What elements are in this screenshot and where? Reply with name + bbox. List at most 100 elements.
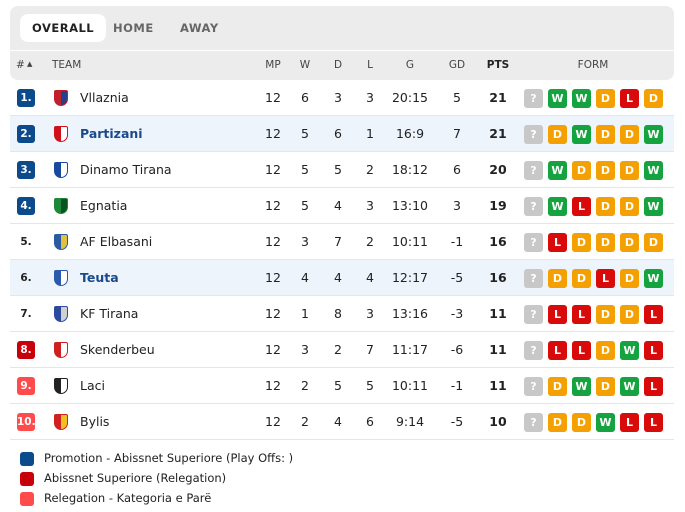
team-logo xyxy=(54,414,68,430)
form-badge[interactable]: D xyxy=(596,341,615,360)
form-badge[interactable]: D xyxy=(596,305,615,324)
form-badge[interactable]: W xyxy=(644,269,663,288)
form-badge[interactable]: ? xyxy=(524,269,543,288)
table-row[interactable]: 7. KF Tirana 12 1 8 3 13:16 -3 11? L L D D L xyxy=(10,296,674,332)
form-badge[interactable]: L xyxy=(620,89,639,108)
draws: 2 xyxy=(334,342,342,357)
form-badge[interactable]: D xyxy=(620,161,639,180)
legend-swatch xyxy=(20,472,34,486)
form-badge[interactable]: D xyxy=(572,413,591,432)
form-badge[interactable]: L xyxy=(644,413,663,432)
draws: 8 xyxy=(334,306,342,321)
form-badge[interactable]: D xyxy=(596,89,615,108)
table-row[interactable]: 6. Teuta 12 4 4 4 12:17 -5 16? D D L D W xyxy=(10,260,674,296)
form-badge[interactable]: L xyxy=(644,305,663,324)
table-row[interactable]: 10. Bylis 12 2 4 6 9:14 -5 10? D D W L L xyxy=(10,404,674,440)
form-badge[interactable]: D xyxy=(596,233,615,252)
form-badge[interactable]: D xyxy=(644,89,663,108)
table-row[interactable]: 3. Dinamo Tirana 12 5 5 2 18:12 6 20? W D D… xyxy=(10,152,674,188)
team-name[interactable]: Vllaznia xyxy=(80,90,129,105)
tab-home[interactable]: HOME xyxy=(113,21,154,35)
tab-overall[interactable]: OVERALL xyxy=(20,14,107,42)
form-badge[interactable]: W xyxy=(548,89,567,108)
form-badge[interactable]: ? xyxy=(524,305,543,324)
table-row[interactable]: 9. Laci 12 2 5 5 10:11 -1 11? D W D W L xyxy=(10,368,674,404)
form-badge[interactable]: W xyxy=(644,125,663,144)
form-badge[interactable]: D xyxy=(620,125,639,144)
goals: 10:11 xyxy=(391,378,429,393)
form-badge[interactable]: ? xyxy=(524,233,543,252)
form-badge[interactable]: D xyxy=(596,161,615,180)
form-badge[interactable]: W xyxy=(620,377,639,396)
form-badge[interactable]: D xyxy=(548,125,567,144)
form-badge[interactable]: D xyxy=(572,233,591,252)
form-badge[interactable]: W xyxy=(572,125,591,144)
form-badge[interactable]: D xyxy=(596,377,615,396)
form-badge[interactable]: ? xyxy=(524,197,543,216)
losses: 3 xyxy=(366,306,374,321)
form-badge[interactable]: D xyxy=(644,233,663,252)
form-badge[interactable]: W xyxy=(596,413,615,432)
form-badge[interactable]: D xyxy=(620,305,639,324)
team-logo xyxy=(54,162,68,178)
form-badge[interactable]: ? xyxy=(524,125,543,144)
form-badge[interactable]: D xyxy=(548,413,567,432)
wins: 1 xyxy=(301,306,309,321)
form-badge[interactable]: W xyxy=(644,161,663,180)
form-badge[interactable]: W xyxy=(548,197,567,216)
points: 20 xyxy=(489,162,507,177)
sort-ascending-icon[interactable]: ▲ xyxy=(27,60,33,68)
team-name[interactable]: Dinamo Tirana xyxy=(80,162,172,177)
team-name[interactable]: KF Tirana xyxy=(80,306,139,321)
form-badge[interactable]: D xyxy=(572,161,591,180)
team-name[interactable]: Egnatia xyxy=(80,198,128,213)
team-logo xyxy=(54,378,68,394)
form-badge[interactable]: L xyxy=(596,269,615,288)
form-badge[interactable]: D xyxy=(548,377,567,396)
pts-header: PTS xyxy=(486,59,510,71)
form-badge[interactable]: D xyxy=(620,269,639,288)
table-row[interactable]: 1. Vllaznia 12 6 3 3 20:15 5 21? W W D L D xyxy=(10,80,674,116)
table-row[interactable]: 5. AF Elbasani 12 3 7 2 10:11 -1 16? L D D D… xyxy=(10,224,674,260)
tab-away[interactable]: AWAY xyxy=(180,21,219,35)
form-badge[interactable]: D xyxy=(620,197,639,216)
table-row[interactable]: 2. Partizani 12 5 6 1 16:9 7 21? D W D D W xyxy=(10,116,674,152)
goal-difference: 7 xyxy=(453,126,461,141)
table-row[interactable]: 4. Egnatia 12 5 4 3 13:10 3 19? W L D D W xyxy=(10,188,674,224)
team-name[interactable]: Laci xyxy=(80,378,105,393)
form-badge[interactable]: L xyxy=(548,305,567,324)
form-badge[interactable]: W xyxy=(572,377,591,396)
form-badge[interactable]: W xyxy=(572,89,591,108)
table-row[interactable]: 8. Skenderbeu 12 3 2 7 11:17 -6 11? L L D W L xyxy=(10,332,674,368)
rank-header[interactable]: # xyxy=(16,59,25,71)
form-badge[interactable]: ? xyxy=(524,89,543,108)
form-badge[interactable]: W xyxy=(620,341,639,360)
form-badge[interactable]: ? xyxy=(524,413,543,432)
form-badge[interactable]: L xyxy=(572,197,591,216)
form-badge[interactable]: L xyxy=(620,413,639,432)
team-name[interactable]: Partizani xyxy=(80,126,143,141)
form-badge[interactable]: ? xyxy=(524,341,543,360)
team-name[interactable]: Bylis xyxy=(80,414,110,429)
form-badge[interactable]: W xyxy=(548,161,567,180)
form-badge[interactable]: D xyxy=(596,197,615,216)
goals: 11:17 xyxy=(391,342,429,357)
form-badge[interactable]: ? xyxy=(524,377,543,396)
form-badge[interactable]: W xyxy=(644,197,663,216)
team-name[interactable]: Skenderbeu xyxy=(80,342,155,357)
form-badge[interactable]: ? xyxy=(524,161,543,180)
form-badge[interactable]: L xyxy=(548,341,567,360)
form-badge[interactable]: L xyxy=(572,341,591,360)
form-badge[interactable]: L xyxy=(644,377,663,396)
form-badge[interactable]: D xyxy=(548,269,567,288)
form-badge[interactable]: D xyxy=(620,233,639,252)
form-badge[interactable]: D xyxy=(572,269,591,288)
form-badge[interactable]: L xyxy=(644,341,663,360)
tabs-bar: OVERALL HOME AWAY xyxy=(10,6,674,50)
team-name[interactable]: AF Elbasani xyxy=(80,234,153,249)
form-badge[interactable]: L xyxy=(572,305,591,324)
team-name[interactable]: Teuta xyxy=(80,270,119,285)
team-logo xyxy=(54,126,68,142)
form-badge[interactable]: D xyxy=(596,125,615,144)
form-badge[interactable]: L xyxy=(548,233,567,252)
